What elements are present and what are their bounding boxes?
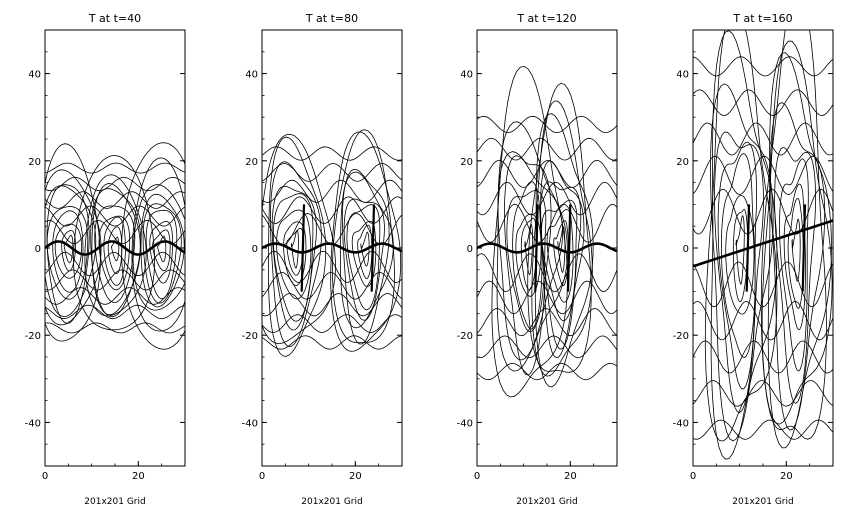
y-tick-label: -20 bbox=[673, 331, 689, 342]
front-line bbox=[477, 242, 617, 254]
y-tick-label: -40 bbox=[457, 418, 473, 429]
y-tick-label: 20 bbox=[460, 157, 473, 168]
contour-panel-4: T at t=160 40 20 0 -20 -40 0 20 201x201 Grid bbox=[673, 12, 834, 507]
y-tick-label: -40 bbox=[242, 418, 258, 429]
y-tick-label: -40 bbox=[673, 418, 689, 429]
y-tick-label: -20 bbox=[457, 331, 473, 342]
panel-title: T at t=40 bbox=[88, 12, 141, 25]
front-line bbox=[45, 240, 185, 256]
y-tick-label: -20 bbox=[25, 331, 41, 342]
y-tick-label: 0 bbox=[467, 244, 473, 255]
y-tick-label: -20 bbox=[242, 331, 258, 342]
y-tick-label: 20 bbox=[28, 157, 41, 168]
plot-frame bbox=[44, 29, 186, 467]
panel-title: T at t=160 bbox=[732, 12, 792, 25]
y-tick-label: 40 bbox=[245, 70, 258, 81]
front-line bbox=[745, 204, 751, 292]
contour-panel-1: T at t=40 40 20 0 -20 -40 0 20 201x201 Grid bbox=[25, 12, 186, 507]
contour-panel-3: T at t=120 40 20 0 -20 -40 0 20 201x201 Grid bbox=[457, 12, 618, 507]
contour-panel-2: T at t=80 40 20 0 -20 -40 0 20 201x201 Grid bbox=[242, 12, 403, 507]
x-axis-label: 201x201 Grid bbox=[516, 497, 577, 507]
x-tick-label: 0 bbox=[690, 471, 696, 482]
y-tick-label: 0 bbox=[683, 244, 689, 255]
x-tick-label: 0 bbox=[42, 471, 48, 482]
x-tick-label: 20 bbox=[349, 471, 362, 482]
x-axis-label: 201x201 Grid bbox=[301, 497, 362, 507]
panel-title: T at t=80 bbox=[305, 12, 358, 25]
front-line bbox=[566, 204, 572, 292]
contour-lines bbox=[477, 65, 617, 398]
x-tick-label: 20 bbox=[132, 471, 145, 482]
x-tick-label: 0 bbox=[474, 471, 480, 482]
y-tick-label: 20 bbox=[676, 157, 689, 168]
contour-lines bbox=[693, 30, 833, 460]
panel-title: T at t=120 bbox=[516, 12, 576, 25]
front-line bbox=[693, 219, 833, 268]
y-tick-label: 40 bbox=[28, 70, 41, 81]
y-tick-label: 0 bbox=[35, 244, 41, 255]
front-line bbox=[801, 204, 807, 292]
contour-lines bbox=[262, 129, 402, 357]
x-tick-label: 20 bbox=[780, 471, 793, 482]
y-tick-label: 40 bbox=[460, 70, 473, 81]
front-line bbox=[534, 204, 539, 292]
front-line bbox=[262, 242, 402, 254]
x-axis-label: 201x201 Grid bbox=[84, 497, 145, 507]
x-tick-label: 20 bbox=[564, 471, 577, 482]
front-line bbox=[370, 204, 376, 292]
y-tick-label: 0 bbox=[252, 244, 258, 255]
x-tick-label: 0 bbox=[259, 471, 265, 482]
y-tick-label: -40 bbox=[25, 418, 41, 429]
y-tick-label: 40 bbox=[676, 70, 689, 81]
y-tick-label: 20 bbox=[245, 157, 258, 168]
front-line bbox=[300, 204, 306, 292]
contour-lines bbox=[45, 142, 185, 350]
x-axis-label: 201x201 Grid bbox=[732, 497, 793, 507]
